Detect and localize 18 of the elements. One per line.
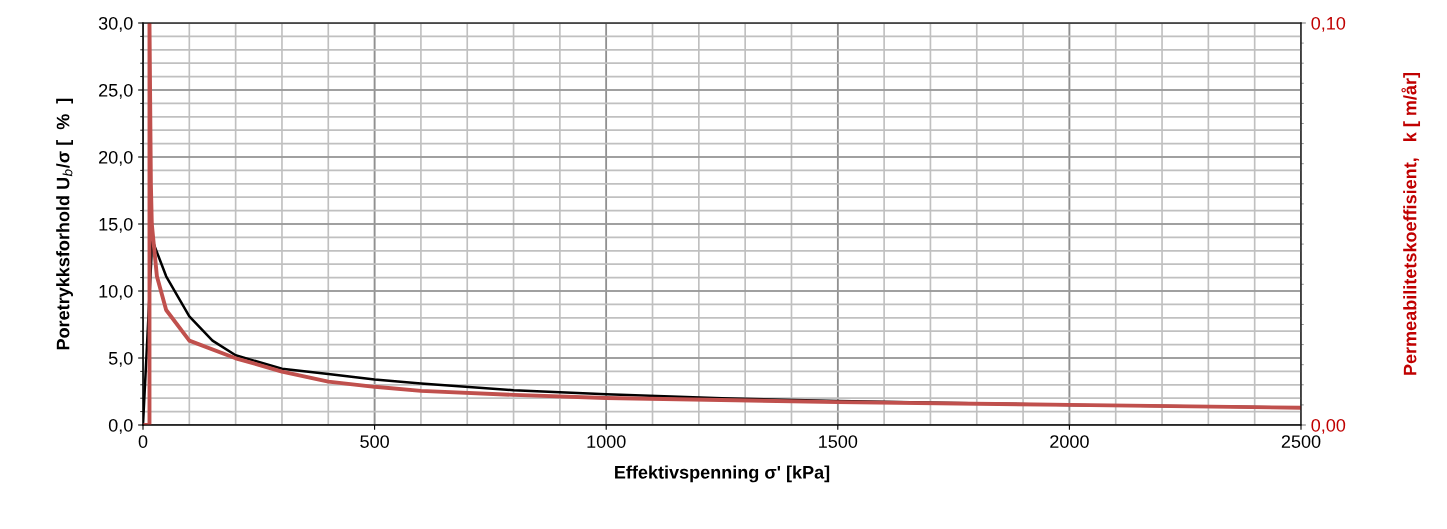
y-tick-label: 20,0 xyxy=(99,150,133,166)
y-tick-label: 15,0 xyxy=(99,217,133,233)
y-axis-title: Poretrykksforhold U$_{b}$/σ [ % ] xyxy=(56,98,73,350)
y-tick-label: 25,0 xyxy=(99,83,133,99)
x-tick-label: 0 xyxy=(138,435,148,448)
y-tick-label: 10,0 xyxy=(99,284,133,300)
y2-tick-label: 0,10 xyxy=(1311,16,1346,32)
y2-tick-label: 0,00 xyxy=(1311,418,1346,434)
x-tick-label: 1000 xyxy=(587,435,626,448)
y2-axis-title: Permeabilitetskoeffisient, k [ m/år] xyxy=(1401,72,1421,375)
x-tick-label: 500 xyxy=(360,435,389,448)
x-axis-title: Effektivspenning σ' [kPa] xyxy=(615,465,830,483)
x-tick-label: 2500 xyxy=(1281,435,1321,448)
x-tick-label: 1500 xyxy=(819,435,858,448)
y-tick-label: 0,0 xyxy=(108,418,133,434)
x-tick-label: 2000 xyxy=(1050,435,1089,448)
y-tick-label: 5,0 xyxy=(108,351,133,367)
y-tick-label: 30,0 xyxy=(98,16,133,32)
